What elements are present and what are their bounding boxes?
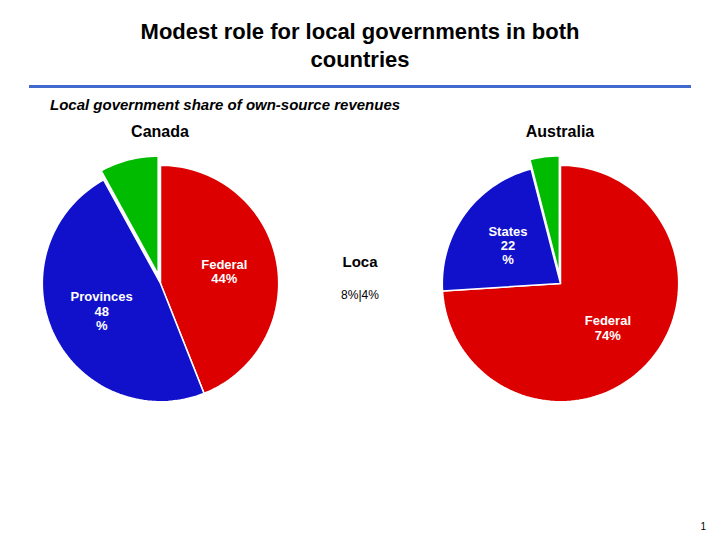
html-text:8%|4%: 8%|4% <box>341 288 379 302</box>
html-text:Australia: Australia <box>525 123 595 140</box>
svg-text:Provinces48%: Provinces48% <box>71 289 133 333</box>
html-text:Modest role for local governme: Modest role for local governments in bot… <box>140 19 580 72</box>
html-text:Canada: Canada <box>131 123 189 140</box>
html-text:Loca: Loca <box>342 253 378 270</box>
html-text:Local government share of own-: Local government share of own-source rev… <box>50 96 401 113</box>
html-text:1: 1 <box>700 521 706 532</box>
svg-text:States22%: States22% <box>488 224 527 268</box>
svg-text:Federal44%: Federal44% <box>201 257 247 286</box>
svg-text:Federal74%: Federal74% <box>585 313 631 342</box>
